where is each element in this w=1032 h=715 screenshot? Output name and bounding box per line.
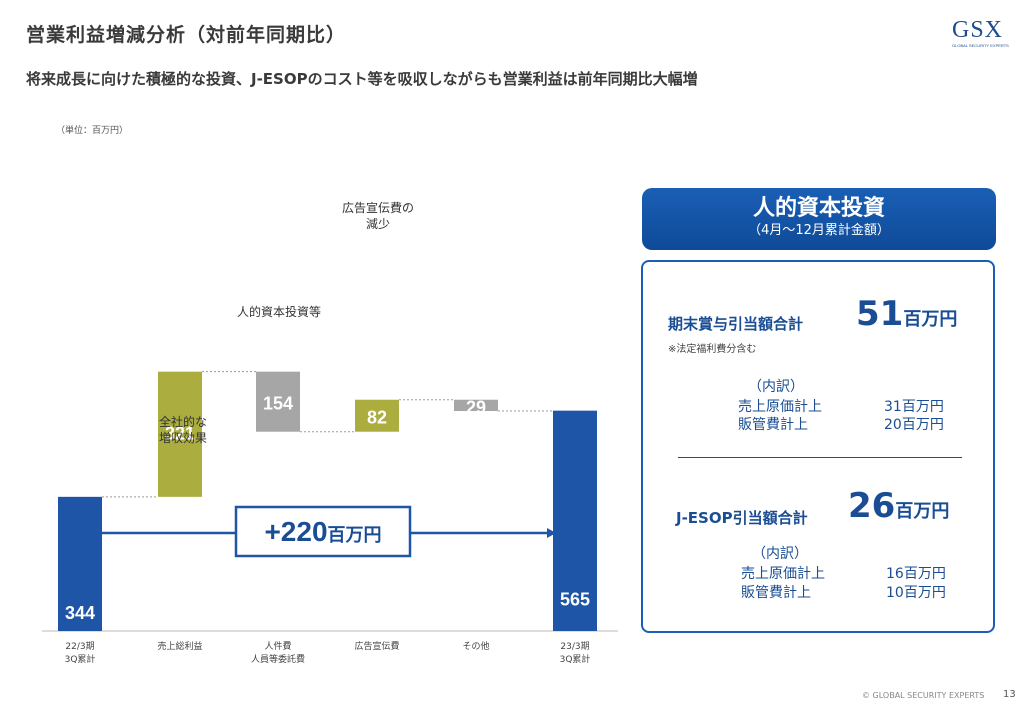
- waterfall-bar: [158, 371, 202, 497]
- bonus-label: 期末賞与引当額合計: [668, 315, 804, 333]
- waterfall-bar: [553, 410, 597, 631]
- waterfall-bar: [355, 399, 399, 432]
- bonus-value-group: 51百万円: [856, 294, 957, 334]
- jesop-value-group: 26百万円: [848, 486, 949, 526]
- waterfall-bar: [256, 371, 300, 432]
- change-callout-text: +220百万円: [264, 516, 381, 547]
- panel-subtitle: （4月～12月累計金額）: [748, 223, 890, 238]
- bonus-breakdown-amount: 20百万円: [884, 417, 944, 433]
- waterfall-bar: [58, 496, 102, 631]
- jesop-label: J-ESOP引当額合計: [676, 509, 808, 527]
- waterfall-chart: 344 321 154 82 29 565 22/3期 3Q累計 売上総利益 人件費人員等委託費 広…: [42, 200, 618, 665]
- bonus-breakdown-name: 売上原価計上: [738, 399, 822, 415]
- panel-box: [641, 260, 995, 633]
- footer-copyright: © GLOBAL SECURITY EXPERTS: [862, 691, 985, 700]
- jesop-breakdown-name: 販管費計上: [741, 585, 811, 601]
- page-subtitle: 将来成長に向けた積極的な投資、J-ESOPのコスト等を吸収しながらも営業利益は前…: [26, 70, 698, 88]
- jesop-breakdown-title: （内訳）: [752, 546, 808, 562]
- page-number: 13: [1003, 689, 1016, 700]
- x-axis-label: 広告宣伝費: [354, 640, 399, 652]
- x-axis-label: 人件費人員等委託費: [251, 640, 305, 665]
- jesop-breakdown-name: 売上原価計上: [741, 566, 825, 582]
- bar-value-label: 29: [466, 397, 486, 417]
- bonus-note: ※法定福利費分含む: [668, 344, 757, 355]
- logo-subtext: GLOBAL SECURITY EXPERTS: [952, 43, 1009, 48]
- bar-value-label: 565: [560, 590, 590, 610]
- change-arrow-head: [547, 528, 556, 538]
- x-axis-label: 売上総利益: [157, 640, 202, 652]
- bar-value-label: 154: [263, 394, 293, 414]
- bar-value-label: 344: [65, 603, 95, 623]
- panel-title: 人的資本投資: [752, 196, 885, 221]
- x-axis-label: その他: [462, 640, 489, 652]
- bonus-value: 51: [856, 294, 904, 334]
- jesop-value: 26: [848, 486, 896, 526]
- bar-annotation: 全社的な増収効果: [159, 414, 207, 445]
- x-axis-label: 22/3期 3Q累計: [65, 641, 96, 665]
- bar-value-label: 321: [165, 424, 195, 444]
- bar-value-label: 82: [367, 408, 387, 428]
- company-logo: GSX GLOBAL SECURITY EXPERTS: [952, 17, 1009, 48]
- bonus-breakdown-name: 販管費計上: [738, 417, 808, 433]
- bonus-breakdown-title: （内訳）: [748, 379, 804, 395]
- x-axis-label: 23/3期 3Q累計: [560, 641, 591, 665]
- bonus-unit: 百万円: [903, 309, 958, 330]
- logo-text: GSX: [952, 17, 1004, 43]
- panel-header: 人的資本投資 （4月～12月累計金額）: [642, 188, 996, 250]
- page-title: 営業利益増減分析（対前年同期比）: [26, 24, 347, 46]
- panel-divider: [678, 457, 962, 458]
- waterfall-bar: [454, 399, 498, 412]
- jesop-breakdown-amount: 10百万円: [886, 585, 946, 601]
- bar-annotation: 広告宣伝費の減少: [342, 200, 414, 231]
- bar-annotation: 人的資本投資等: [237, 304, 321, 319]
- jesop-breakdown-amount: 16百万円: [886, 566, 946, 582]
- unit-note: （単位：百万円）: [56, 126, 129, 136]
- bonus-breakdown-amount: 31百万円: [884, 399, 944, 415]
- change-callout-box: [234, 505, 412, 558]
- jesop-unit: 百万円: [895, 501, 950, 522]
